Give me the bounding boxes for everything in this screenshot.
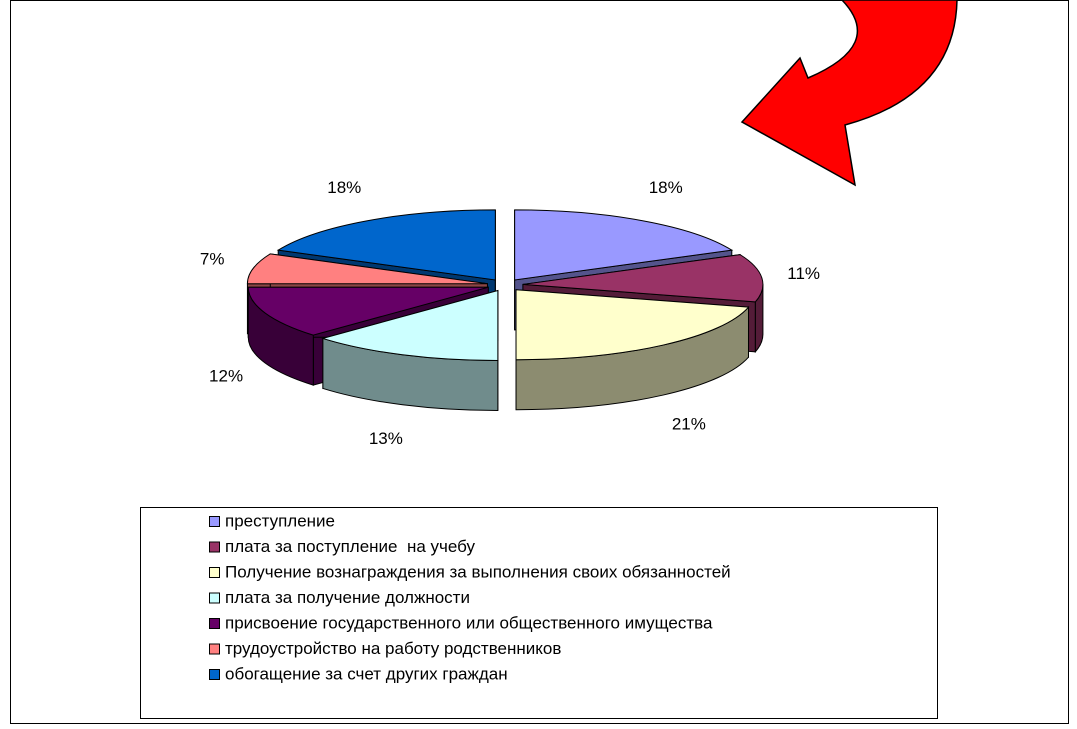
- legend-label: обогащение за счет других граждан: [225, 664, 508, 683]
- slice: [514, 209, 734, 281]
- slice: [246, 253, 488, 285]
- legend-label: Получение вознаграждения за выполнения с…: [225, 562, 731, 581]
- legend-label: трудоустройство на работу родственников: [225, 639, 561, 658]
- data-label: 12%: [209, 366, 243, 385]
- legend-label: преступление: [225, 511, 335, 530]
- slice: [276, 209, 496, 281]
- legend-swatch: [209, 567, 220, 578]
- legend-swatch: [209, 516, 220, 527]
- data-label: 21%: [672, 415, 706, 434]
- legend-swatch: [209, 592, 220, 604]
- slice: [247, 286, 489, 336]
- data-label: 13%: [369, 429, 403, 448]
- legend-label: присвоение государственного или обществе…: [225, 613, 713, 632]
- legend-box: [140, 507, 938, 719]
- legend-swatch: [209, 669, 220, 680]
- slice: [522, 254, 764, 303]
- legend-swatch: [209, 643, 220, 655]
- legend-swatch: [209, 541, 220, 553]
- legend-label: плата за поступление на учебу: [225, 537, 476, 556]
- legend-swatch: [209, 618, 220, 629]
- data-label: 18%: [327, 178, 361, 197]
- data-label: 7%: [200, 250, 225, 269]
- arrow: [740, 0, 958, 187]
- slice: [321, 289, 499, 362]
- legend-label: плата за получение должности: [225, 588, 470, 607]
- data-label: 11%: [787, 264, 820, 283]
- data-label: 18%: [649, 178, 683, 197]
- slice: [515, 289, 750, 361]
